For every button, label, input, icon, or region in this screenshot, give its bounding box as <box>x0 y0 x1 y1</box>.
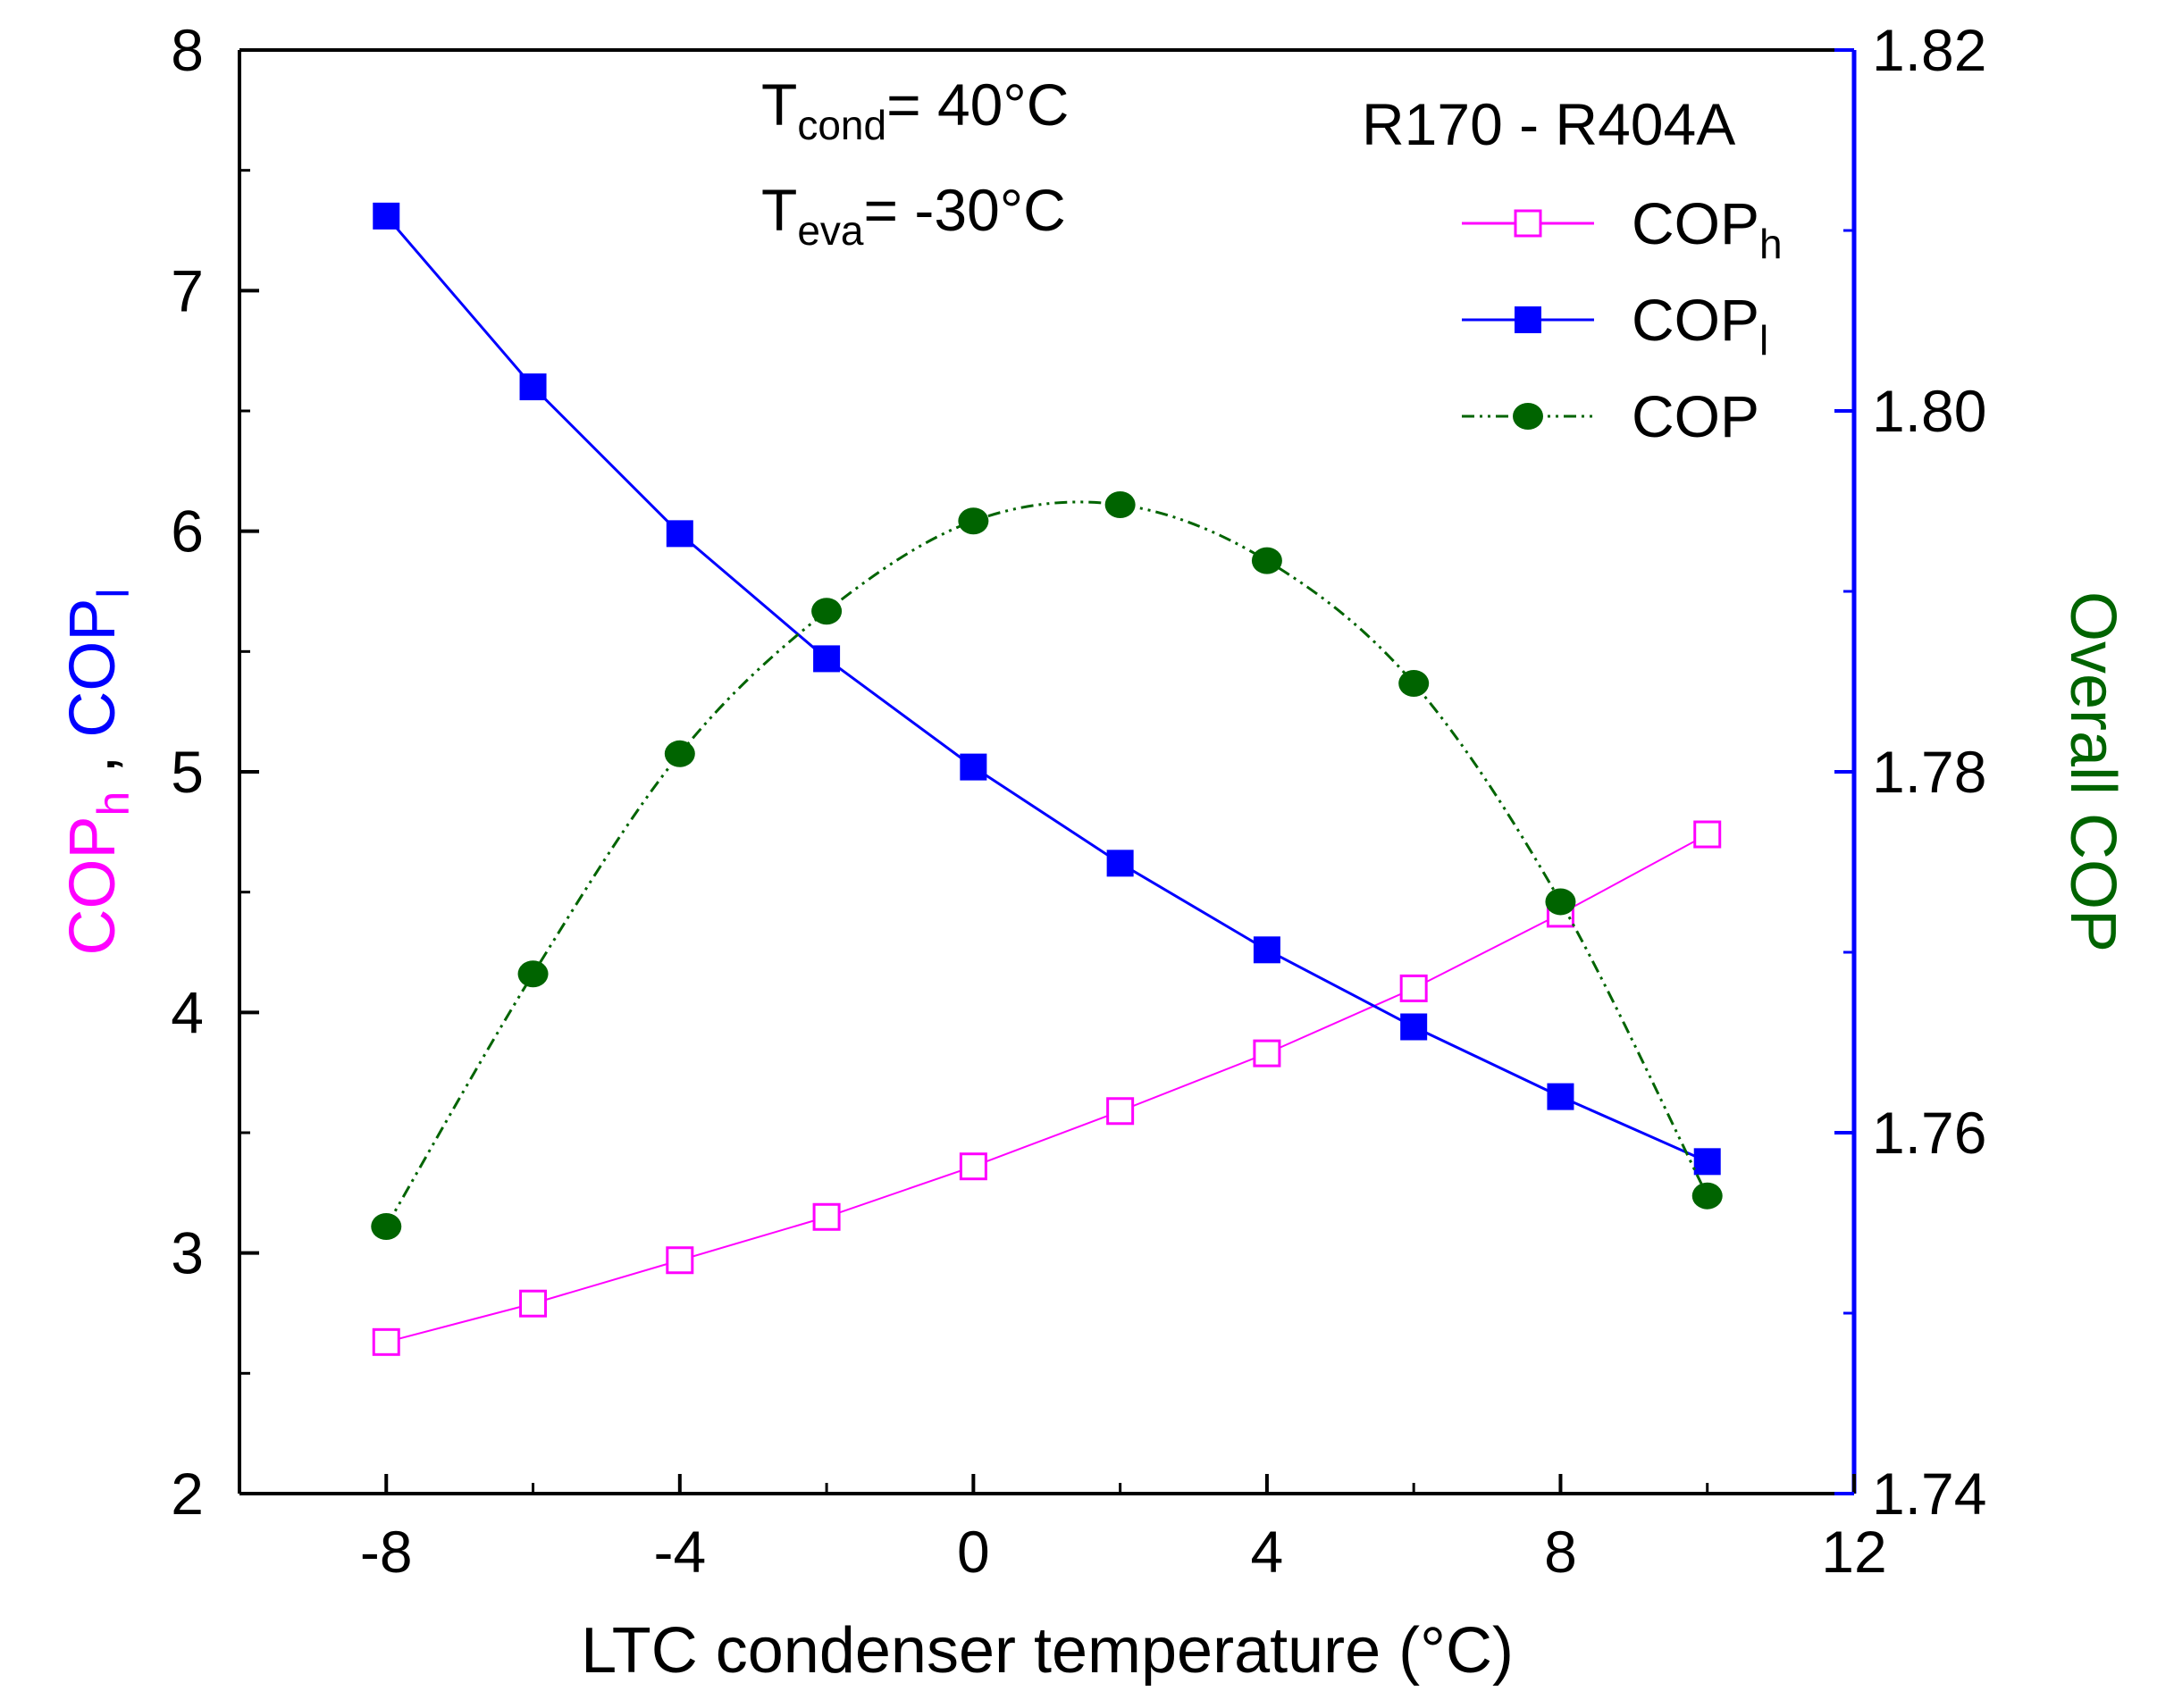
data-point <box>959 1152 987 1181</box>
data-point <box>811 598 843 625</box>
series-line <box>384 500 1709 1227</box>
x-tick-label: 4 <box>1251 1519 1284 1585</box>
data-point <box>960 753 987 781</box>
y-left-tick-label: 5 <box>171 739 204 805</box>
series-cop-overall <box>371 491 1723 1241</box>
x-tick-label: 12 <box>1821 1519 1886 1585</box>
annotation-refrigerant: R170 - R404A <box>1362 91 1735 157</box>
data-point <box>1547 1083 1574 1110</box>
series-cop-l <box>373 202 1721 1176</box>
data-point <box>1251 547 1282 574</box>
legend-item: COPh <box>1462 190 1783 267</box>
y-right-tick-label: 1.80 <box>1872 378 1986 444</box>
y-left-tick-label: 2 <box>171 1461 204 1527</box>
x-axis-title: LTC condenser temperature (°C) <box>581 1615 1514 1687</box>
y-left-tick-label: 6 <box>171 498 204 565</box>
data-point <box>1693 1148 1721 1176</box>
data-point <box>1106 850 1134 877</box>
legend-label: COP <box>1632 383 1759 449</box>
y-left-tick-label: 3 <box>171 1220 204 1286</box>
data-point <box>372 1327 400 1356</box>
x-tick-label: 0 <box>957 1519 990 1585</box>
y-right-tick-label: 1.74 <box>1872 1461 1986 1527</box>
series-cop-h <box>372 820 1722 1356</box>
legend-marker <box>1513 403 1543 430</box>
y-right-tick-label: 1.82 <box>1872 17 1986 83</box>
data-point <box>813 645 841 673</box>
data-point <box>373 202 400 230</box>
annotations: Tcond= 40°C Teva= -30°C R170 - R404A <box>761 71 1735 254</box>
left-axis-title-cop-h: COP <box>57 816 129 955</box>
data-point <box>666 1246 694 1275</box>
y-left-tick-label: 4 <box>171 979 204 1045</box>
x-tick-label: 8 <box>1544 1519 1577 1585</box>
data-point <box>371 1213 402 1241</box>
data-point <box>1693 820 1722 849</box>
legend-marker <box>1515 306 1541 333</box>
data-point <box>1545 888 1576 916</box>
left-axis-title-sub-l: l <box>88 589 138 599</box>
left-axis-title-separator: , <box>57 738 129 791</box>
tick-labels: -8 -4 0 4 8 12 2 3 4 5 6 7 8 1.74 1.76 1.78 1.80 1.82 <box>171 17 1986 1585</box>
legend-label: COPl <box>1632 287 1768 364</box>
y-right-tick-label: 1.78 <box>1872 739 1986 805</box>
data-point <box>1253 936 1280 964</box>
left-axis-title: COPh , COPl <box>57 589 138 956</box>
left-axis-title-sub-h: h <box>88 791 138 816</box>
data-point <box>1400 1013 1428 1041</box>
x-tick-label: -4 <box>653 1519 706 1585</box>
data-point <box>1399 974 1428 1002</box>
legend-marker <box>1514 209 1542 238</box>
left-axis-title-cop-l: COP <box>57 599 129 738</box>
data-point <box>812 1202 841 1231</box>
series-line <box>386 833 1708 1344</box>
y-right-tick-label: 1.76 <box>1872 1100 1986 1166</box>
data-point <box>519 1289 548 1318</box>
data-point <box>1106 1097 1135 1126</box>
data-point <box>958 507 989 535</box>
data-point <box>666 520 693 548</box>
legend-item: COP <box>1462 383 1759 449</box>
legend: COPh COPl COP <box>1462 190 1783 449</box>
series-line <box>385 214 1708 1163</box>
data-point <box>1253 1039 1281 1068</box>
axis-ticks <box>238 48 1856 1495</box>
data-point <box>664 740 695 767</box>
data-point <box>517 960 549 988</box>
data-point <box>1398 670 1430 698</box>
data-point <box>1104 491 1136 519</box>
y-left-tick-label: 7 <box>171 257 204 323</box>
data-point <box>519 373 547 401</box>
annotation-teva: Teva= -30°C <box>761 177 1066 254</box>
series-layer <box>371 202 1723 1356</box>
x-tick-label: -8 <box>360 1519 413 1585</box>
plot-frame <box>238 48 1857 1495</box>
data-point <box>1691 1182 1723 1210</box>
right-axis-title: Overall COP <box>2057 591 2128 952</box>
legend-item: COPl <box>1462 287 1768 364</box>
legend-label: COPh <box>1632 190 1783 267</box>
annotation-tcond: Tcond= 40°C <box>761 71 1069 148</box>
y-left-tick-label: 8 <box>171 17 204 83</box>
